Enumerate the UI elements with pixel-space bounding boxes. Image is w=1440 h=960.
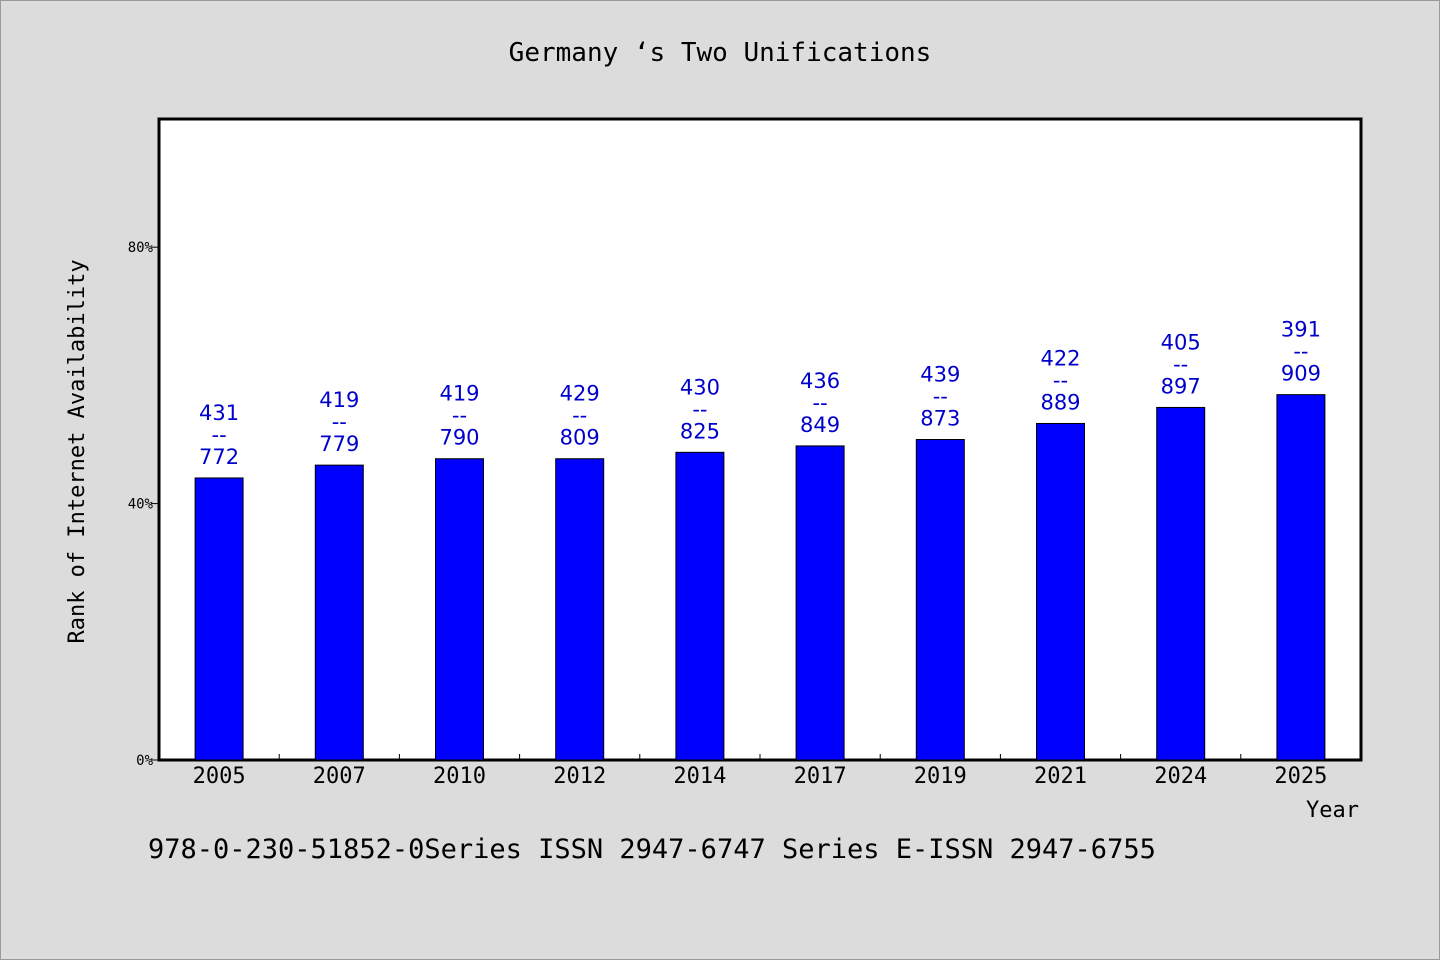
- data-label: 790: [439, 426, 479, 450]
- data-label: --: [813, 391, 828, 415]
- bar: [795, 445, 845, 761]
- bar: [435, 458, 484, 761]
- x-tick-label: 2024: [1154, 764, 1207, 789]
- data-label: 419: [439, 382, 479, 406]
- footer-note: 978-0-230-51852-0Series ISSN 2947-6747 S…: [148, 834, 1156, 865]
- data-label: 849: [800, 413, 840, 437]
- data-label: 429: [560, 382, 600, 406]
- data-label: --: [572, 404, 587, 428]
- data-label: --: [1173, 352, 1188, 376]
- data-label: 391: [1281, 318, 1321, 342]
- bar: [1276, 394, 1326, 761]
- data-label: --: [212, 423, 227, 447]
- y-tick-label: 0%: [136, 753, 153, 769]
- bar: [1036, 422, 1085, 761]
- x-tick-label: 2021: [1034, 764, 1087, 789]
- data-label: --: [933, 385, 948, 409]
- data-label: --: [332, 410, 347, 434]
- chart-title: Germany ‘s Two Unifications: [508, 38, 932, 68]
- bar: [915, 439, 965, 761]
- bar: [194, 477, 244, 761]
- data-label: 825: [680, 419, 720, 443]
- x-tick-label: 2025: [1274, 764, 1327, 789]
- data-label: 889: [1040, 390, 1080, 414]
- bar: [675, 451, 725, 761]
- data-label: 873: [920, 407, 960, 431]
- y-tick-label: 40%: [128, 497, 154, 513]
- bar: [314, 464, 364, 761]
- data-label: 772: [199, 445, 239, 469]
- x-tick-label: 2010: [433, 764, 486, 789]
- bar: [1156, 406, 1206, 761]
- x-tick-label: 2007: [313, 764, 366, 789]
- data-label: 431: [199, 401, 239, 425]
- y-tick-label: 80%: [128, 240, 154, 256]
- data-label: 422: [1040, 346, 1080, 370]
- data-label: 419: [319, 388, 359, 412]
- x-tick-label: 2005: [193, 764, 246, 789]
- x-axis-label: Year: [1306, 798, 1359, 823]
- data-label: 909: [1281, 362, 1321, 386]
- x-tick-label: 2019: [914, 764, 967, 789]
- data-label: 436: [800, 369, 840, 393]
- y-axis-label: Rank of Internet Availability: [65, 259, 90, 643]
- data-label: --: [1293, 340, 1308, 364]
- data-label: 405: [1161, 330, 1201, 354]
- x-tick-label: 2014: [673, 764, 726, 789]
- data-label: 897: [1161, 374, 1201, 398]
- data-label: 779: [319, 432, 359, 456]
- data-label: 809: [560, 426, 600, 450]
- data-label: --: [692, 397, 707, 421]
- bar: [555, 458, 605, 761]
- data-label: --: [452, 404, 467, 428]
- data-label: --: [1053, 368, 1068, 392]
- x-tick-label: 2012: [553, 764, 606, 789]
- x-tick-label: 2017: [794, 764, 847, 789]
- data-label: 430: [680, 375, 720, 399]
- data-label: 439: [920, 363, 960, 387]
